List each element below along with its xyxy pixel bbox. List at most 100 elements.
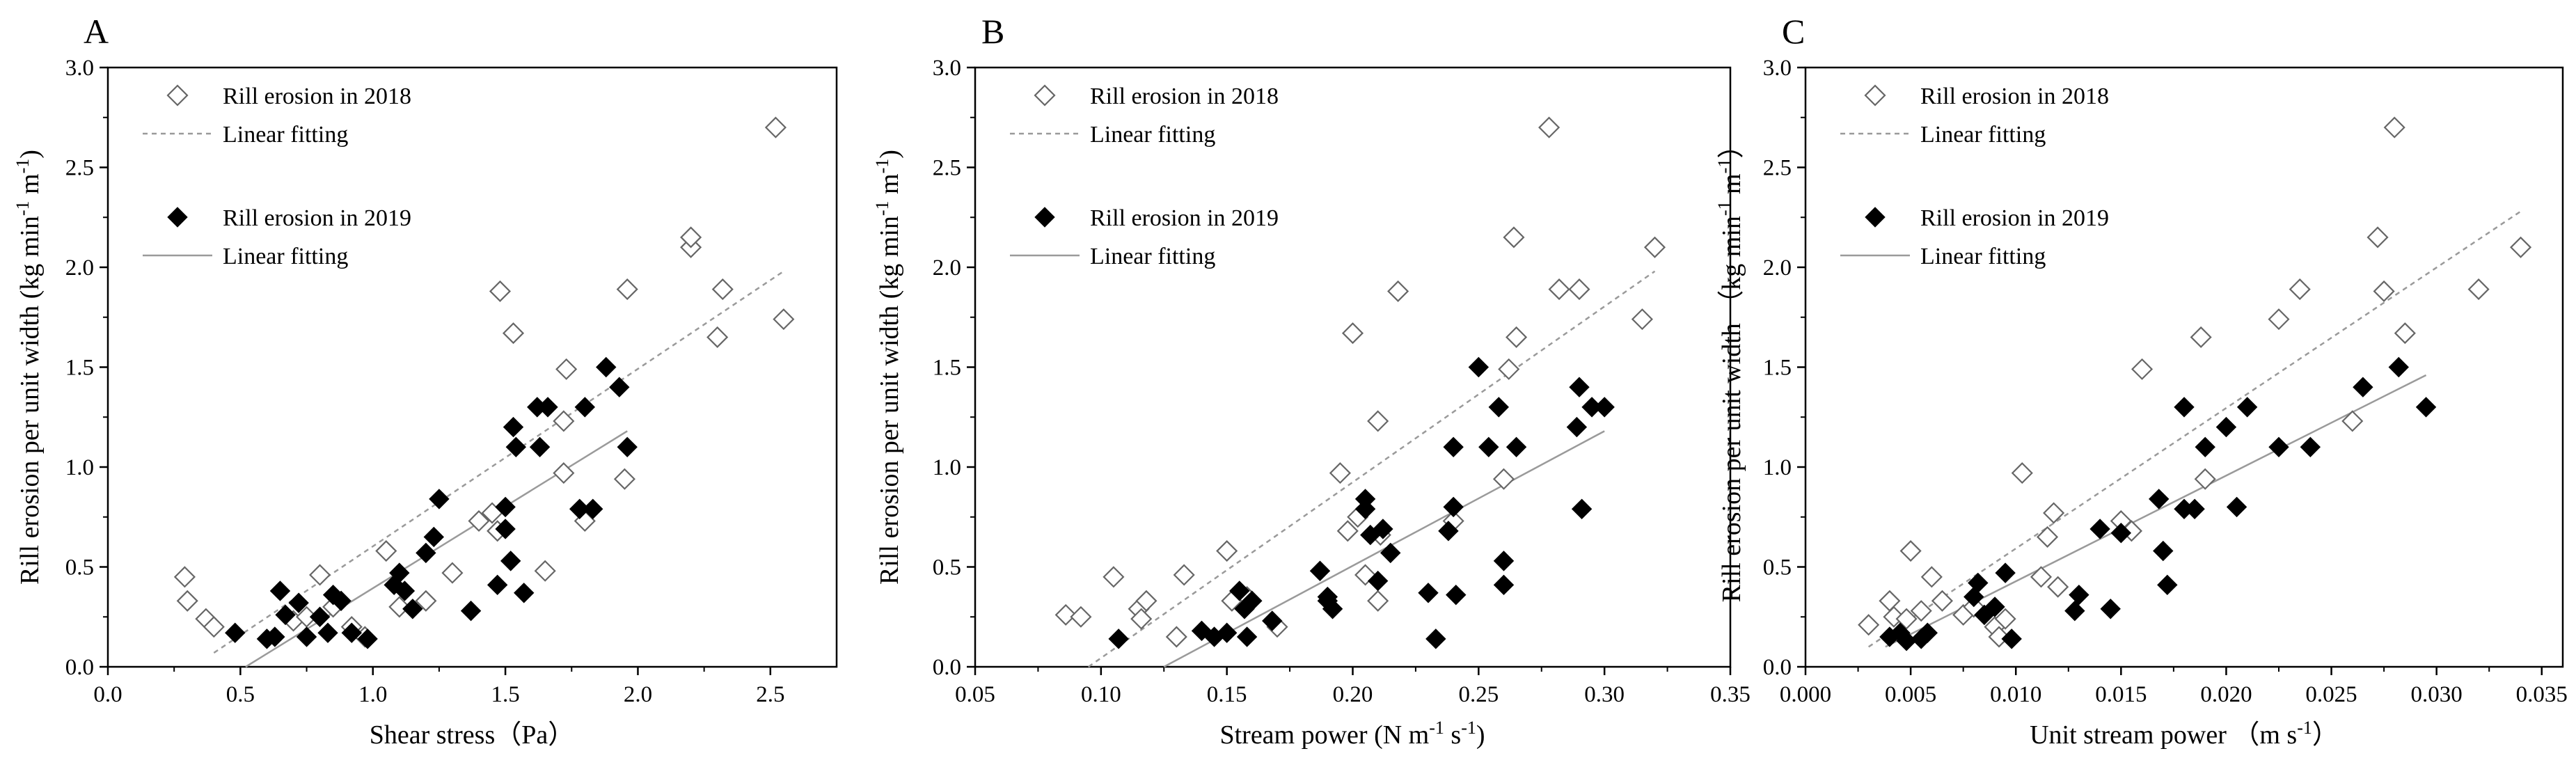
point-2019 [2415, 397, 2437, 418]
point-2018 [706, 326, 729, 349]
point-2019 [1317, 590, 1338, 611]
point-2019 [529, 436, 551, 458]
point-2018 [1329, 462, 1351, 484]
point-2018 [468, 510, 490, 532]
point-2019 [505, 436, 527, 458]
plot-frame [106, 66, 838, 668]
point-2019 [460, 600, 482, 622]
point-2018 [2383, 116, 2405, 139]
x-tick-label: 0.30 [1584, 682, 1625, 707]
point-2018 [375, 539, 397, 562]
point-2019 [487, 574, 508, 596]
point-2018 [1503, 226, 1525, 248]
point-2019 [2174, 397, 2195, 418]
point-2018 [2043, 502, 2065, 524]
point-2019 [2236, 397, 2258, 418]
legend-label: Rill erosion in 2018 [1920, 84, 2109, 109]
point-2019 [495, 519, 516, 539]
point-2019 [341, 622, 362, 643]
point-2018 [1988, 626, 2010, 648]
y-tick-label: 0.0 [933, 655, 961, 680]
legend-label: Linear fitting [1090, 244, 1215, 269]
point-2018 [1492, 468, 1515, 490]
point-2018 [1216, 539, 1238, 562]
point-2018 [555, 358, 578, 380]
point-2019 [2300, 436, 2321, 458]
point-2019 [423, 526, 445, 548]
legend-marker-2018 [1864, 84, 1886, 106]
point-2019 [1236, 626, 1258, 647]
point-2019 [2353, 377, 2373, 397]
point-2019 [1373, 519, 1393, 539]
chart-panel-a: A 0.0 0.5 1.0 1.5 2.0 2.5 0.0 0.5 1.0 1.5 2.0 2.5 3.0… [13, 12, 838, 750]
legend-marker-2018 [1034, 84, 1056, 106]
point-2018 [441, 562, 464, 584]
x-tick-label: 0.35 [1710, 682, 1751, 707]
point-2018 [680, 226, 702, 248]
point-2019 [2153, 540, 2174, 562]
x-tick-label: 2.0 [624, 682, 652, 707]
point-2019 [1506, 436, 1527, 458]
fit-line-2018 [1867, 210, 2522, 648]
point-2018 [2194, 468, 2216, 490]
point-2018 [616, 278, 638, 301]
point-2019 [596, 356, 617, 378]
y-tick-label: 1.0 [933, 455, 961, 480]
point-2019 [1354, 498, 1376, 519]
point-2019 [2388, 356, 2409, 378]
x-axis-label: Stream power (N m-1 s-1) [1219, 718, 1485, 750]
point-2018 [489, 280, 512, 302]
point-2018 [1103, 566, 1125, 588]
x-tick-label: 0.15 [1207, 682, 1247, 707]
point-2018 [1336, 520, 1359, 542]
point-2019 [317, 622, 338, 643]
point-2019 [1571, 498, 1593, 519]
point-2019 [1569, 377, 1590, 397]
point-2018 [1173, 564, 1195, 586]
point-2019 [269, 580, 291, 601]
point-2018 [1631, 308, 1653, 331]
point-2018 [2047, 576, 2069, 598]
x-tick-label: 0.030 [2411, 682, 2463, 707]
point-2018 [1568, 278, 1590, 301]
point-2018 [1387, 280, 1409, 302]
point-2019 [2100, 599, 2121, 619]
point-2019 [1446, 584, 1467, 606]
point-2018 [2289, 278, 2311, 301]
point-2019 [609, 377, 630, 397]
point-2018 [1341, 322, 1364, 345]
x-tick-label: 0.025 [2305, 682, 2357, 707]
point-2018 [1895, 608, 1918, 630]
legend: Rill erosion in 2018 Linear fitting Rill e… [1840, 84, 2109, 269]
point-2018 [1643, 236, 1666, 258]
x-axis-label: Unit stream power （m s-1） [2030, 718, 2339, 750]
legend-label: Rill erosion in 2019 [1920, 205, 2109, 231]
point-2019 [1443, 496, 1464, 518]
point-2019 [2157, 574, 2178, 596]
point-2018 [1135, 590, 1157, 612]
x-tick-label: 0.05 [955, 682, 995, 707]
x-tick-label: 0.010 [1990, 682, 2041, 707]
point-2018 [2373, 280, 2395, 302]
y-tick-label: 2.0 [933, 255, 961, 281]
point-2018 [534, 560, 556, 582]
point-2019 [1309, 560, 1331, 581]
y-axis-label: Rill erosion per unit width (kg min-1 m-… [13, 150, 45, 585]
point-2019 [309, 606, 331, 627]
point-2019 [225, 622, 246, 643]
point-2019 [2268, 436, 2289, 458]
plot-frame [974, 66, 1732, 668]
x-axis-label: Shear stress（Pa） [370, 720, 574, 750]
point-2018 [1548, 278, 1570, 301]
point-2019 [1108, 629, 1129, 649]
y-tick-label: 2.5 [1763, 156, 1792, 181]
panel-letter: A [84, 12, 109, 51]
point-2018 [553, 462, 575, 484]
y-tick-label: 1.5 [1763, 356, 1792, 381]
point-2018 [1165, 626, 1187, 648]
panel-letter: B [981, 12, 1004, 51]
point-2018 [1070, 606, 1092, 628]
chart-panel-b: B 0.05 0.10 0.15 0.20 0.25 0.30 0.35 0.0 0.5 1.0 1.… [872, 12, 1751, 750]
point-2019 [514, 583, 535, 603]
legend-label: Rill erosion in 2018 [223, 84, 411, 109]
